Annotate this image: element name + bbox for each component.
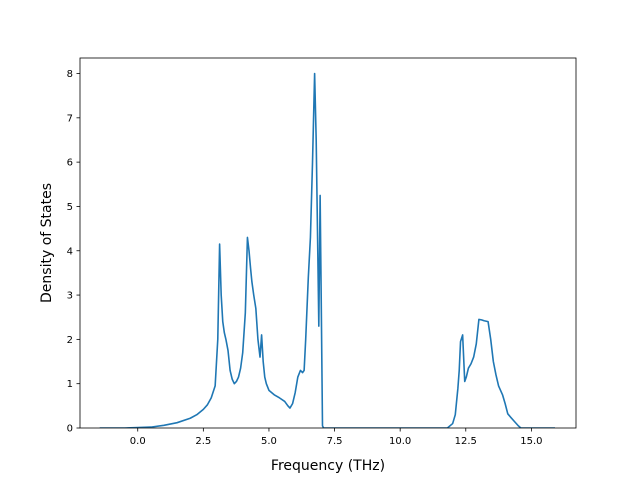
x-tick-label: 15.0 — [520, 436, 542, 447]
x-tick-label: 12.5 — [455, 436, 477, 447]
axes-frame — [79, 57, 577, 429]
x-tick-label: 0.0 — [130, 436, 146, 447]
x-tick-label: 7.5 — [327, 436, 343, 447]
x-tick-label: 5.0 — [261, 436, 277, 447]
x-axis-ticks: 0.0 2.5 5.0 7.5 10.0 12.5 15.0 — [130, 428, 543, 447]
y-tick-label: 8 — [67, 69, 73, 80]
x-tick-label: 10.0 — [389, 436, 411, 447]
y-tick-label: 7 — [67, 113, 73, 124]
y-axis-label: Density of States — [39, 183, 55, 303]
x-tick-label: 2.5 — [195, 436, 211, 447]
y-tick-label: 6 — [67, 158, 73, 169]
plot-area — [99, 72, 556, 428]
y-tick-label: 2 — [67, 335, 73, 346]
y-tick-label: 0 — [67, 424, 73, 435]
y-tick-label: 3 — [67, 291, 73, 302]
y-axis-ticks: 0 1 2 3 4 5 6 7 8 — [67, 69, 80, 435]
y-tick-label: 4 — [67, 246, 73, 257]
series-line-0 — [99, 72, 556, 428]
x-axis-label: Frequency (THz) — [271, 458, 385, 474]
y-tick-label: 1 — [67, 379, 73, 390]
y-tick-label: 5 — [67, 202, 73, 213]
